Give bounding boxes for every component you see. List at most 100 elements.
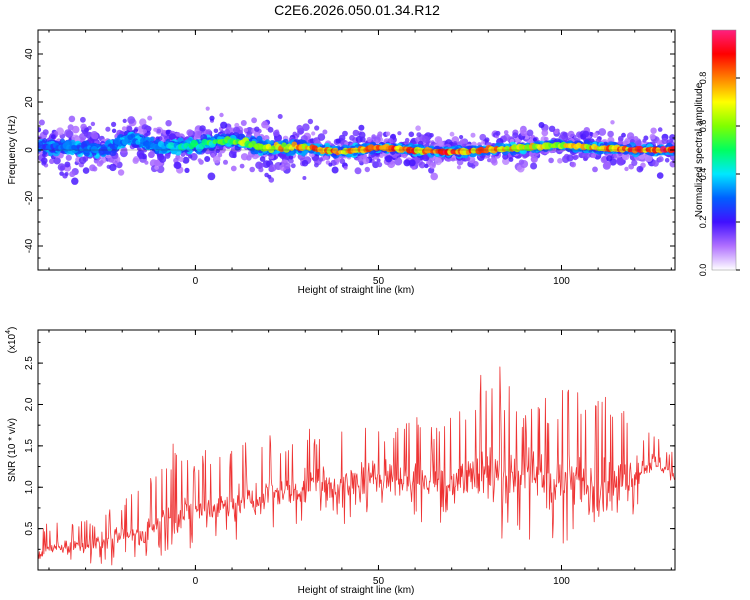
x-tick-label: 0 — [193, 576, 199, 587]
spectral-blob — [262, 160, 271, 169]
spectral-blob — [322, 129, 328, 135]
spectral-blob — [548, 125, 556, 132]
spectral-blob — [532, 137, 538, 142]
spectral-blob — [495, 130, 501, 136]
spectral-blob — [463, 154, 468, 159]
spectral-blob — [470, 132, 476, 138]
spectral-blob — [111, 128, 117, 133]
spectral-blob — [65, 154, 72, 161]
x-tick-label: 100 — [553, 576, 570, 587]
spectral-blob — [254, 126, 260, 132]
spectral-blob — [224, 128, 231, 135]
spectral-blob — [489, 157, 497, 164]
spectral-blob — [408, 131, 415, 138]
spectral-blob — [109, 143, 116, 150]
spectral-blob — [301, 159, 309, 167]
spectral-blob — [567, 130, 575, 138]
spectral-blob — [645, 154, 653, 162]
spectral-blob — [636, 165, 644, 173]
spectral-blob — [91, 132, 99, 140]
spectral-blob — [156, 128, 162, 134]
spectral-blob — [657, 127, 663, 132]
spectral-blob — [317, 133, 326, 141]
spectral-blob — [64, 129, 73, 138]
spectral-blob — [234, 122, 240, 128]
spectral-blob — [415, 125, 421, 131]
spectral-blob — [269, 140, 274, 145]
spectral-blob — [80, 116, 86, 123]
spectral-blob — [471, 164, 476, 169]
spectral-blob — [153, 159, 161, 166]
spectral-blob — [428, 167, 435, 174]
spectral-blob — [600, 156, 608, 164]
spectral-blob — [592, 132, 599, 138]
spectral-blob — [479, 133, 487, 141]
spectral-blob — [142, 129, 147, 134]
top-y-axis-label: Frequency (Hz) — [7, 116, 18, 185]
spectral-blob — [426, 160, 431, 165]
spectral-blob — [256, 135, 263, 142]
spectral-blob — [122, 118, 127, 123]
spectral-blob — [508, 157, 514, 162]
spectral-blob — [518, 159, 525, 165]
spectral-blob — [377, 162, 383, 168]
spectral-blob — [328, 162, 333, 167]
spectral-blob — [339, 158, 346, 164]
spectral-blob — [459, 139, 465, 144]
spectral-blob — [390, 133, 397, 140]
spectral-blob — [331, 166, 339, 174]
snr-axes: 0 50 100 0.5 1.0 1.5 2.0 2.5 — [24, 329, 676, 587]
spectral-blob — [209, 115, 215, 121]
spectral-blob — [146, 126, 152, 132]
spectral-blob — [526, 129, 534, 137]
spectral-blob — [652, 160, 659, 167]
spectral-blob — [99, 160, 104, 165]
spectral-blob — [434, 157, 443, 166]
spectral-blob — [657, 156, 664, 163]
spectral-blob — [240, 120, 247, 126]
y-tick-label: -20 — [24, 190, 35, 205]
colorbar-tick-label: 0.6 — [698, 120, 708, 133]
spectral-blob — [258, 162, 265, 169]
spectral-blob — [530, 155, 539, 163]
spectral-blob — [634, 140, 642, 147]
spectral-blob — [204, 156, 211, 162]
spectral-blob — [385, 131, 391, 137]
spectral-blob — [404, 137, 410, 143]
spectral-blob — [512, 132, 519, 139]
spectral-blob — [130, 133, 136, 138]
colorbar-tick-label: 0.2 — [698, 216, 708, 229]
spectral-blob — [603, 161, 612, 169]
spectral-blob — [418, 161, 426, 169]
y-tick-label: -40 — [24, 238, 35, 253]
spectral-blob — [38, 127, 42, 133]
spectral-blob — [387, 137, 394, 144]
spectral-blob — [41, 157, 48, 164]
spectral-blob — [49, 158, 55, 164]
spectral-blob — [164, 152, 171, 159]
spectral-blob — [153, 127, 158, 132]
colorbar-tick-label: 0.0 — [698, 264, 708, 277]
spectral-blob — [650, 127, 657, 134]
spectral-blob — [117, 169, 125, 176]
spectral-blob — [411, 165, 416, 170]
spectral-blob — [318, 157, 324, 162]
spectral-blob — [175, 132, 181, 137]
spectral-blob — [59, 171, 64, 176]
x-tick-label: 50 — [373, 576, 385, 587]
spectral-blob — [607, 130, 614, 138]
spectral-blob — [68, 115, 76, 123]
colorbar-frame — [711, 29, 737, 271]
spectral-blob — [362, 157, 370, 165]
y-tick-label: 0 — [24, 147, 35, 153]
colorbar-ticks: 0.0 0.2 0.4 0.6 0.8 — [698, 29, 740, 277]
spectral-blob — [335, 138, 341, 144]
spectral-blob — [197, 158, 202, 163]
spectral-blob — [199, 125, 206, 132]
spectral-blob — [269, 164, 277, 172]
spectral-blob — [622, 152, 630, 161]
spectral-blob — [624, 166, 629, 172]
snr-series — [38, 366, 675, 566]
y-tick-label: 0.5 — [24, 521, 35, 535]
spectral-blob — [267, 174, 272, 179]
